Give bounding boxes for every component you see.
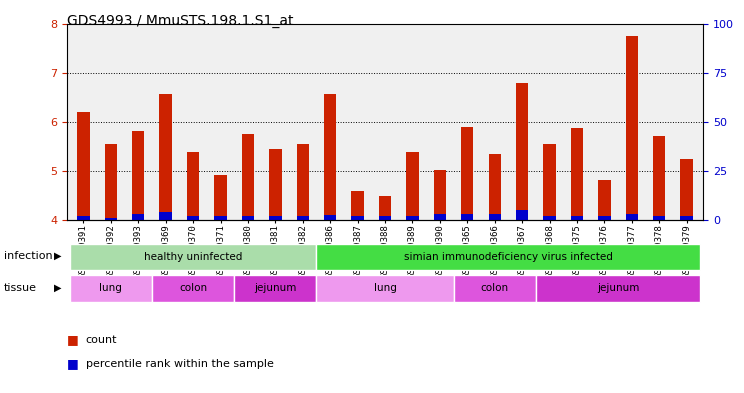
- Bar: [379, 216, 391, 220]
- Bar: [598, 180, 611, 220]
- Bar: [516, 210, 528, 220]
- Bar: [297, 216, 309, 220]
- Bar: [543, 216, 556, 220]
- Bar: [269, 216, 281, 220]
- Bar: [324, 94, 336, 220]
- Text: count: count: [86, 335, 117, 345]
- Bar: [77, 216, 89, 220]
- Bar: [132, 130, 144, 220]
- Bar: [242, 216, 254, 220]
- Bar: [214, 216, 227, 220]
- Bar: [379, 195, 391, 220]
- Bar: [242, 134, 254, 220]
- Bar: [653, 216, 665, 220]
- Bar: [77, 112, 89, 220]
- Bar: [316, 275, 454, 302]
- Bar: [234, 275, 316, 302]
- Text: lung: lung: [100, 283, 122, 293]
- Bar: [187, 152, 199, 220]
- Text: percentile rank within the sample: percentile rank within the sample: [86, 358, 274, 369]
- Bar: [536, 275, 700, 302]
- Text: tissue: tissue: [4, 283, 36, 293]
- Bar: [70, 275, 152, 302]
- Bar: [653, 136, 665, 220]
- Bar: [461, 214, 473, 220]
- Bar: [187, 216, 199, 220]
- Bar: [70, 244, 316, 270]
- Text: lung: lung: [373, 283, 397, 293]
- Bar: [434, 170, 446, 220]
- Bar: [454, 275, 536, 302]
- Bar: [489, 214, 501, 220]
- Bar: [297, 144, 309, 220]
- Bar: [159, 212, 172, 220]
- Bar: [516, 83, 528, 220]
- Text: jejunum: jejunum: [597, 283, 639, 293]
- Bar: [132, 214, 144, 220]
- Bar: [626, 214, 638, 220]
- Bar: [406, 216, 419, 220]
- Bar: [489, 154, 501, 220]
- Bar: [598, 216, 611, 220]
- Bar: [324, 215, 336, 220]
- Bar: [316, 244, 700, 270]
- Bar: [105, 144, 117, 220]
- Text: GDS4993 / MmuSTS.198.1.S1_at: GDS4993 / MmuSTS.198.1.S1_at: [67, 14, 293, 28]
- Bar: [351, 191, 364, 220]
- Bar: [681, 159, 693, 220]
- Text: ■: ■: [67, 333, 79, 347]
- Bar: [105, 218, 117, 220]
- Bar: [571, 128, 583, 220]
- Text: healthy uninfected: healthy uninfected: [144, 252, 243, 262]
- Text: ▶: ▶: [54, 251, 62, 261]
- Text: colon: colon: [179, 283, 207, 293]
- Bar: [434, 214, 446, 220]
- Text: ▶: ▶: [54, 283, 62, 293]
- Bar: [461, 127, 473, 220]
- Text: infection: infection: [4, 251, 52, 261]
- Text: colon: colon: [481, 283, 509, 293]
- Bar: [543, 144, 556, 220]
- Bar: [571, 216, 583, 220]
- Bar: [159, 94, 172, 220]
- Bar: [214, 175, 227, 220]
- Bar: [152, 275, 234, 302]
- Text: ■: ■: [67, 357, 79, 370]
- Bar: [269, 149, 281, 220]
- Bar: [406, 152, 419, 220]
- Text: simian immunodeficiency virus infected: simian immunodeficiency virus infected: [404, 252, 613, 262]
- Bar: [681, 216, 693, 220]
- Text: jejunum: jejunum: [254, 283, 297, 293]
- Bar: [351, 216, 364, 220]
- Bar: [626, 36, 638, 220]
